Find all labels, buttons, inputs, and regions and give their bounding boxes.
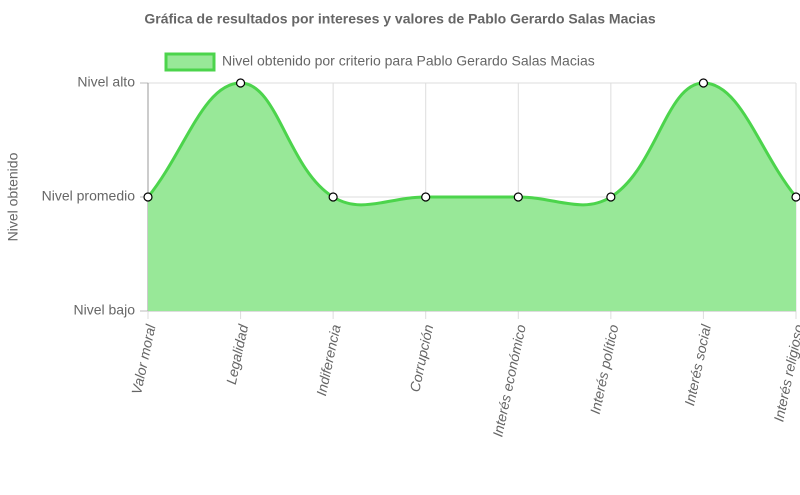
x-tick-label: Indiferencia	[313, 323, 344, 397]
x-tick-label: Interés político	[587, 323, 622, 416]
x-tick-label: Interés económico	[489, 323, 528, 438]
x-tick-label: Valor moral	[128, 322, 159, 396]
legend-swatch	[164, 52, 216, 72]
point	[421, 192, 431, 202]
point	[791, 192, 800, 202]
x-tick-label: Corrupción	[406, 323, 436, 394]
point	[606, 192, 616, 202]
point	[328, 192, 338, 202]
legend-label: Nivel obtenido por criterio para Pablo G…	[222, 53, 595, 69]
point	[698, 78, 709, 88]
x-tick-label: Interés religioso	[770, 323, 800, 423]
chart-title: Gráfica de resultados por intereses y va…	[144, 11, 655, 27]
x-tick-label: Legalidad	[223, 322, 252, 386]
y-axis-title: Nivel obtenido	[5, 152, 21, 241]
y-tick-label: Nivel bajo	[74, 302, 136, 318]
y-tick-label: Nivel promedio	[42, 188, 136, 204]
x-tick-label: Interés social	[681, 322, 714, 407]
y-tick-label: Nivel alto	[77, 74, 135, 90]
point	[513, 192, 523, 202]
point	[143, 192, 153, 202]
point	[235, 78, 246, 88]
line	[146, 81, 798, 207]
